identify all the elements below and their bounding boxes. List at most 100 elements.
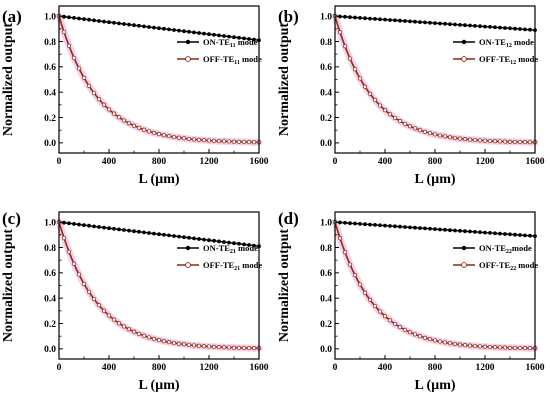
on-series-point [157, 26, 161, 31]
on-series-point [513, 232, 517, 237]
legend-label: OFF-TE22 mode [479, 260, 538, 272]
on-series-point [82, 17, 86, 21]
off-series-point [502, 345, 508, 350]
off-series-point [191, 137, 197, 142]
on-series-point [383, 223, 387, 228]
off-series-point [66, 249, 72, 254]
on-series-point [468, 23, 472, 28]
on-series-point [122, 228, 126, 232]
off-series-point [136, 125, 142, 130]
x-tick-label: 0 [57, 363, 62, 373]
off-series-point [186, 342, 192, 347]
off-series-point [477, 344, 483, 349]
legend-subscript: 22 [506, 249, 512, 255]
off-series-point [221, 139, 227, 144]
off-series-point [101, 308, 107, 313]
legend-marker [461, 262, 467, 268]
off-series-point [131, 123, 137, 128]
on-series-point [523, 27, 527, 32]
on-series-point [523, 233, 527, 238]
on-series-point [418, 20, 422, 24]
on-series-point [62, 220, 66, 225]
off-series-point [337, 236, 343, 241]
on-series-point [232, 241, 236, 246]
off-series-point [522, 140, 528, 145]
on-series-point [488, 231, 492, 235]
off-series-point [392, 115, 398, 121]
on-series-point [403, 19, 407, 23]
on-series-point [368, 222, 372, 227]
off-series-point [101, 102, 107, 107]
off-series-point [432, 338, 438, 343]
chart-panel-c: (c) 0 400 800 1200 1600 0.0 0.2 0.4 0.6 0.8 1.0 L (µ… [1, 209, 269, 393]
on-series-point [107, 20, 111, 25]
off-series-point [342, 250, 348, 255]
x-axis-title: L (µm) [138, 378, 179, 393]
off-series-point [482, 344, 488, 349]
x-tick-label: 400 [378, 363, 393, 373]
on-series-point [217, 33, 221, 38]
off-series-point [141, 333, 147, 338]
on-series-point [493, 231, 497, 236]
off-series-point [201, 344, 207, 349]
off-series-line [334, 221, 535, 350]
legend-name: OFF-TE [479, 260, 510, 270]
on-series-point [252, 37, 256, 42]
off-series-point [96, 97, 102, 102]
on-series-point [478, 24, 482, 29]
legend-name: OFF-TE [203, 54, 234, 64]
off-series-point [181, 342, 187, 347]
off-series-point [507, 139, 513, 144]
off-series-point [377, 103, 383, 108]
off-series-point [462, 137, 468, 142]
on-series-point [87, 17, 91, 22]
x-tick-label: 1200 [200, 157, 219, 167]
x-tick-label: 0 [333, 157, 338, 167]
off-series-point [517, 345, 523, 351]
legend-suffix: mode [512, 37, 534, 47]
off-series-point [407, 330, 413, 335]
on-series-point [448, 22, 452, 27]
x-tick-label: 800 [428, 363, 443, 373]
on-series-point [473, 230, 477, 234]
chart-panel-d: (d) 0 400 800 1200 1600 0.0 0.2 0.4 0.6 0.8 1.0 L (µ… [277, 209, 545, 393]
off-series-point [357, 76, 363, 81]
on-series-point [212, 238, 216, 243]
off-series-point [507, 345, 513, 350]
on-series-point [82, 223, 86, 228]
off-series-point [502, 139, 508, 144]
x-axis-title: L (µm) [414, 378, 455, 393]
off-series-point [121, 324, 127, 329]
on-series-point [167, 233, 171, 238]
on-series-point [157, 232, 161, 237]
y-tick-label: 0.0 [320, 139, 332, 149]
off-series-point [131, 329, 137, 334]
off-series-point [457, 136, 463, 141]
legend-label: ON-TE12 mode [479, 37, 534, 49]
on-series-point [388, 224, 392, 228]
y-tick-label: 1.0 [44, 12, 56, 22]
off-series-point [216, 345, 222, 350]
off-series-point [467, 137, 473, 142]
on-series-point [413, 225, 417, 230]
on-series-point [92, 18, 96, 23]
x-tick-label: 800 [152, 157, 167, 167]
on-series-point [358, 16, 362, 20]
on-series-point [348, 15, 352, 20]
off-series-point [367, 297, 373, 302]
on-series-point [528, 27, 532, 32]
off-series-point [141, 127, 147, 132]
on-series-point [237, 35, 241, 40]
on-series-point [97, 225, 101, 229]
on-series-point [363, 16, 367, 21]
on-series-point [247, 243, 251, 247]
x-axis-title: L (µm) [138, 172, 179, 187]
on-series-point [77, 16, 81, 21]
on-series-point [348, 221, 352, 226]
off-series-point [116, 321, 122, 326]
off-series-point [246, 346, 252, 351]
on-series-point [77, 222, 81, 227]
on-series-point [338, 220, 342, 225]
y-tick-label: 0.4 [44, 88, 56, 98]
x-tick-label: 400 [102, 157, 117, 167]
